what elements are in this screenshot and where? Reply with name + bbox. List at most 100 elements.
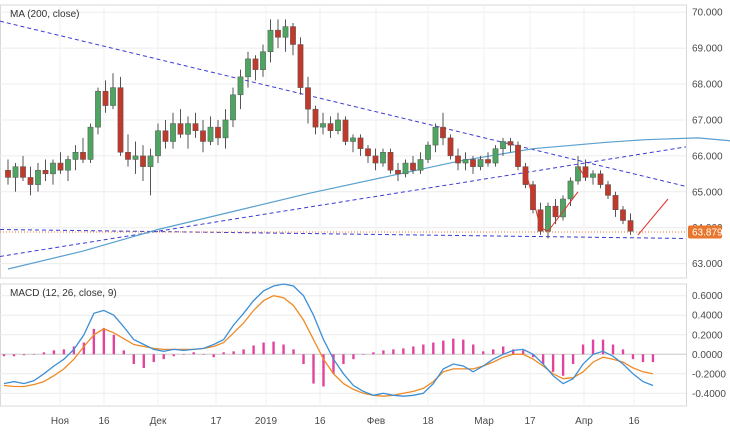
candle <box>590 170 596 185</box>
candle <box>402 159 409 178</box>
candle <box>597 170 604 189</box>
candle <box>357 134 364 156</box>
macd-histogram-bar <box>232 351 235 355</box>
macd-histogram-bar <box>382 350 385 355</box>
macd-histogram-bar <box>22 354 26 356</box>
candle <box>237 69 244 110</box>
candle <box>387 148 394 174</box>
candle <box>140 145 146 182</box>
price-indicator-label[interactable]: MA (200, close) <box>10 9 79 20</box>
x-tick-label: Дек <box>150 416 167 427</box>
candle <box>335 112 341 135</box>
candle <box>440 112 446 146</box>
macd-histogram-bar <box>252 345 255 355</box>
candle <box>290 22 296 56</box>
candle <box>147 148 154 196</box>
candle <box>125 134 131 167</box>
candle <box>417 152 424 174</box>
macd-histogram-bar <box>362 354 365 355</box>
x-tick-label: 16 <box>98 416 110 427</box>
macd-y-tick-label: 0.4000 <box>692 311 723 322</box>
candle <box>605 181 611 199</box>
candle <box>72 145 79 171</box>
candle <box>207 116 214 146</box>
candle <box>230 87 236 128</box>
macd-histogram-bar <box>372 352 375 355</box>
candle <box>192 112 199 138</box>
price-y-tick-label: 66.000 <box>692 151 723 162</box>
price-y-tick-label: 65.000 <box>692 187 723 198</box>
candle <box>305 76 311 124</box>
price-y-tick-label: 68.000 <box>692 80 723 91</box>
x-tick-label: 16 <box>314 416 326 427</box>
macd-indicator-label[interactable]: MACD (12, 26, close, 9) <box>10 288 117 299</box>
candle <box>117 76 124 156</box>
price-y-tick-label: 67.000 <box>692 115 723 126</box>
candle <box>110 73 116 110</box>
x-tick-label: 17 <box>524 416 536 427</box>
macd-histogram-bar <box>42 352 46 355</box>
macd-histogram-bar <box>82 342 86 355</box>
macd-histogram-bar <box>282 344 285 355</box>
candle <box>462 152 469 171</box>
candle <box>80 137 86 164</box>
price-panel-frame <box>0 4 687 279</box>
candle <box>425 141 431 164</box>
macd-histogram-bar <box>631 354 635 360</box>
macd-histogram-bar <box>312 354 315 384</box>
candle <box>620 206 626 225</box>
pattern-annotation-right <box>577 166 586 178</box>
macd-histogram-bar <box>531 354 535 358</box>
x-tick-label: 2019 <box>255 416 278 427</box>
macd-histogram-bar <box>521 350 525 355</box>
macd-histogram-bar <box>32 354 36 355</box>
candle <box>282 19 289 52</box>
macd-histogram-bar <box>332 354 335 374</box>
candle <box>342 116 349 146</box>
candle <box>27 166 34 196</box>
candle <box>395 163 401 182</box>
candle <box>327 116 334 138</box>
ascending-trendline <box>0 146 687 257</box>
candle <box>65 155 71 182</box>
macd-y-tick-label: 0.2000 <box>692 330 723 341</box>
macd-histogram-bar <box>242 349 245 355</box>
price-y-tick-label: 70.000 <box>692 8 723 19</box>
macd-histogram-bar <box>92 328 96 355</box>
candle <box>12 163 19 192</box>
candle <box>380 148 386 167</box>
macd-histogram-bar <box>62 349 66 355</box>
x-tick-label: Фев <box>367 416 385 427</box>
candle <box>297 37 304 95</box>
candle <box>515 141 521 171</box>
macd-histogram-bar <box>142 354 145 368</box>
macd-histogram-bar <box>162 354 165 360</box>
macd-histogram-bar <box>352 354 355 360</box>
macd-histogram-bar <box>611 344 615 355</box>
macd-histogram-bar <box>212 354 215 358</box>
macd-histogram-bar <box>72 346 76 355</box>
candle <box>5 159 11 185</box>
macd-histogram-bar <box>442 340 445 355</box>
candle <box>275 19 281 49</box>
candle <box>410 155 416 174</box>
x-tick-label: Ноя <box>51 416 69 427</box>
macd-line <box>3 283 654 397</box>
macd-histogram-bar <box>12 354 16 357</box>
candle <box>177 109 184 138</box>
macd-histogram-bar <box>482 351 485 355</box>
support-trendline <box>0 229 687 239</box>
candle <box>500 137 506 156</box>
macd-histogram-bar <box>511 349 515 355</box>
last-price-badge: 63.879 <box>688 225 723 239</box>
macd-histogram-bar <box>641 354 645 363</box>
macd-histogram-bar <box>571 354 575 365</box>
candle <box>267 19 274 63</box>
macd-histogram-bar <box>601 339 605 355</box>
candle <box>35 163 41 192</box>
candle <box>245 51 251 88</box>
macd-histogram-bar <box>102 327 106 355</box>
macd-signal-line <box>3 295 654 397</box>
